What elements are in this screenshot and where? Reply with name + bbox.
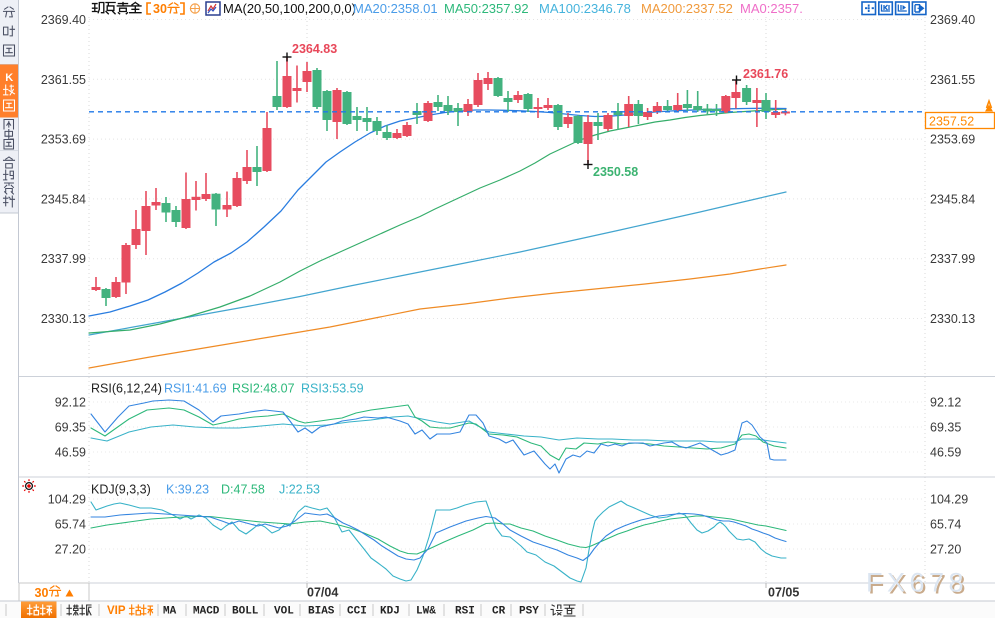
svg-text:K:39.23: K:39.23 xyxy=(166,483,209,497)
svg-text:46.59: 46.59 xyxy=(930,446,961,460)
svg-text:2345.84: 2345.84 xyxy=(41,192,86,206)
svg-text:2345.84: 2345.84 xyxy=(930,192,975,206)
svg-text:MA50:2357.92: MA50:2357.92 xyxy=(444,1,529,16)
svg-text:RSI2:48.07: RSI2:48.07 xyxy=(232,382,295,396)
svg-text:65.74: 65.74 xyxy=(930,518,961,532)
svg-text:69.35: 69.35 xyxy=(55,421,86,435)
svg-text:2350.58: 2350.58 xyxy=(593,165,638,179)
svg-text:2330.13: 2330.13 xyxy=(41,312,86,326)
svg-text:BOLL: BOLL xyxy=(232,606,259,618)
svg-text:69.35: 69.35 xyxy=(930,421,961,435)
svg-text:LW&: LW& xyxy=(416,606,436,618)
svg-text:65.74: 65.74 xyxy=(55,518,86,532)
svg-text:MA0:2357.: MA0:2357. xyxy=(740,1,803,16)
svg-text:MACD: MACD xyxy=(193,606,220,618)
svg-text:MA: MA xyxy=(163,606,177,618)
svg-text:K: K xyxy=(5,72,13,84)
svg-text:2330.13: 2330.13 xyxy=(930,312,975,326)
svg-text:FX678: FX678 xyxy=(866,568,968,598)
svg-text:104.29: 104.29 xyxy=(48,493,86,507)
svg-text:2361.76: 2361.76 xyxy=(743,67,788,81)
svg-text:CR: CR xyxy=(492,606,506,618)
svg-text:27.20: 27.20 xyxy=(930,543,961,557)
svg-text:RSI3:53.59: RSI3:53.59 xyxy=(301,382,364,396)
svg-text:J:22.53: J:22.53 xyxy=(279,483,320,497)
svg-text:2337.99: 2337.99 xyxy=(41,252,86,266)
svg-text:BIAS: BIAS xyxy=(308,606,335,618)
svg-text:2357.52: 2357.52 xyxy=(929,115,974,129)
svg-text:MA100:2346.78: MA100:2346.78 xyxy=(539,1,631,16)
svg-text:PSY: PSY xyxy=(519,606,539,618)
svg-text:VIP: VIP xyxy=(107,605,126,617)
svg-text:KDJ(9,3,3): KDJ(9,3,3) xyxy=(91,483,151,497)
svg-text:2353.69: 2353.69 xyxy=(930,133,975,147)
svg-text:2353.69: 2353.69 xyxy=(41,133,86,147)
svg-text:30: 30 xyxy=(153,2,167,16)
svg-text:30: 30 xyxy=(35,586,49,600)
svg-text:2337.99: 2337.99 xyxy=(930,252,975,266)
svg-text:RSI: RSI xyxy=(455,606,475,618)
svg-text:104.29: 104.29 xyxy=(930,493,968,507)
svg-text:D:47.58: D:47.58 xyxy=(221,483,265,497)
svg-text:2369.40: 2369.40 xyxy=(930,13,975,27)
svg-text:2361.55: 2361.55 xyxy=(930,73,975,87)
svg-text:FX678: FX678 xyxy=(868,570,970,600)
svg-text:07/04: 07/04 xyxy=(307,586,338,600)
svg-text:2369.40: 2369.40 xyxy=(41,13,86,27)
svg-text:CCI: CCI xyxy=(347,606,367,618)
svg-text:27.20: 27.20 xyxy=(55,543,86,557)
svg-text:2364.83: 2364.83 xyxy=(292,42,337,56)
svg-text:92.12: 92.12 xyxy=(55,396,86,410)
svg-text:07/05: 07/05 xyxy=(768,586,799,600)
svg-text:2361.55: 2361.55 xyxy=(41,73,86,87)
svg-text:MA(20,50,100,200,0,0): MA(20,50,100,200,0,0) xyxy=(223,1,356,16)
svg-text:MA200:2337.52: MA200:2337.52 xyxy=(641,1,733,16)
svg-text:VOL: VOL xyxy=(274,606,294,618)
svg-text:MA20:2358.01: MA20:2358.01 xyxy=(353,1,438,16)
svg-text:92.12: 92.12 xyxy=(930,396,961,410)
svg-text:KDJ: KDJ xyxy=(380,606,400,618)
svg-text:46.59: 46.59 xyxy=(55,446,86,460)
svg-text:RSI1:41.69: RSI1:41.69 xyxy=(164,382,227,396)
svg-text:RSI(6,12,24): RSI(6,12,24) xyxy=(91,382,162,396)
